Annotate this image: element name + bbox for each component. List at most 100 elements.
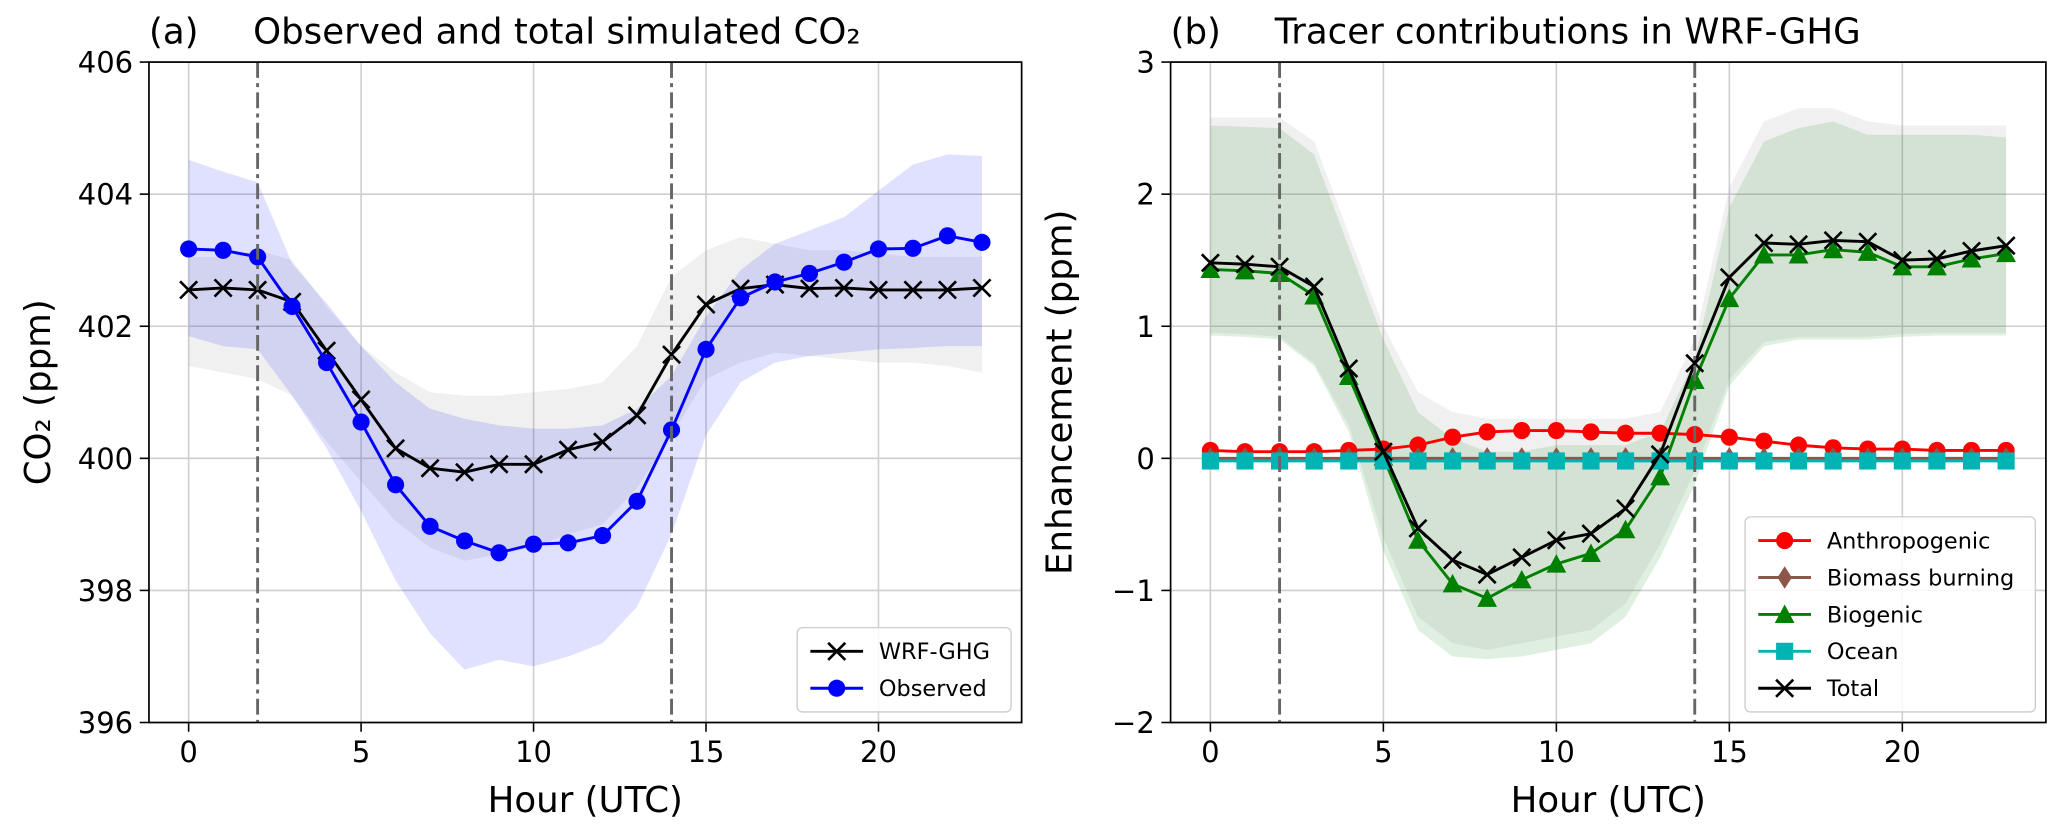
marker (351, 390, 371, 410)
marker (1685, 353, 1705, 373)
marker (1789, 436, 1808, 454)
marker (1200, 259, 1221, 279)
marker (1373, 442, 1393, 462)
marker (1824, 452, 1842, 470)
series-markers (180, 227, 991, 562)
marker (1961, 248, 1982, 268)
y-tick-label: 2 (1136, 178, 1154, 212)
y-tick-label: 404 (78, 178, 133, 212)
marker (731, 289, 750, 307)
marker (1650, 444, 1670, 464)
legend-label: Total (1826, 676, 1879, 702)
band (1210, 121, 2007, 660)
marker (387, 476, 405, 494)
marker (1546, 554, 1567, 573)
panel-label: (b) (1171, 12, 1221, 53)
marker (1235, 254, 1255, 274)
marker (1892, 256, 1913, 276)
x-tick-label: 10 (515, 735, 552, 769)
marker (214, 241, 232, 259)
series-markers (1201, 452, 2015, 470)
marker (489, 454, 509, 474)
legend-label: Ocean (1827, 639, 1899, 665)
marker (1928, 452, 1946, 470)
plot-frame (1169, 61, 2047, 724)
legend-label: Biomass burning (1827, 565, 2014, 591)
x-tick-label: 10 (1538, 735, 1575, 769)
x-tick-label: 20 (860, 735, 897, 769)
marker (1788, 245, 1809, 264)
y-tick-label: 3 (1136, 46, 1154, 80)
marker (937, 280, 957, 300)
marker (318, 354, 336, 372)
x-tick-label: 0 (179, 735, 197, 769)
legend-label: Biogenic (1827, 602, 1923, 628)
marker (1340, 452, 1358, 470)
marker (868, 280, 888, 300)
legend-marker (1776, 532, 1794, 550)
marker (1236, 452, 1254, 470)
marker (1478, 452, 1496, 470)
marker (1513, 422, 1531, 440)
marker (835, 253, 853, 271)
band (188, 154, 982, 670)
marker (1581, 524, 1601, 544)
marker (1789, 452, 1808, 470)
marker (628, 492, 646, 510)
legend-box (796, 626, 1012, 713)
marker (1409, 452, 1427, 470)
y-tick-label: 402 (78, 310, 133, 344)
y-tick-label: −1 (1112, 574, 1155, 608)
y-tick-label: −2 (1112, 706, 1155, 740)
marker (1720, 452, 1738, 470)
marker (1616, 499, 1636, 519)
marker (662, 345, 682, 365)
marker (1858, 232, 1878, 252)
marker (524, 454, 544, 474)
marker (1996, 243, 2017, 263)
marker (1754, 233, 1774, 253)
chart-title: Observed and total simulated CO₂ (253, 12, 861, 53)
x-tick-label: 20 (1884, 735, 1921, 769)
marker (1581, 543, 1601, 563)
marker (766, 273, 784, 291)
marker (455, 462, 475, 482)
y-axis-label: Enhancement (ppm) (1040, 210, 1081, 575)
marker (593, 527, 612, 545)
legend-marker (1775, 678, 1795, 698)
legend-label: WRF-GHG (879, 639, 990, 665)
y-tick-label: 406 (78, 46, 133, 80)
marker (1547, 452, 1565, 470)
series-line (1210, 238, 2007, 577)
marker (1651, 452, 1669, 470)
marker (904, 239, 922, 257)
marker (1408, 518, 1428, 538)
marker (1962, 241, 1982, 261)
x-tick-label: 15 (1711, 735, 1748, 769)
marker (1443, 452, 1462, 470)
marker (1893, 452, 1911, 470)
marker (1755, 432, 1773, 450)
y-tick-label: 396 (78, 706, 133, 740)
marker (938, 227, 957, 245)
marker (627, 405, 647, 425)
marker (1823, 239, 1844, 259)
marker (1477, 565, 1497, 585)
marker (1616, 452, 1635, 470)
marker (1651, 424, 1669, 442)
marker (1615, 519, 1636, 539)
marker (972, 278, 992, 298)
marker (1720, 428, 1738, 446)
y-tick-label: 1 (1136, 310, 1154, 344)
marker (1443, 550, 1463, 570)
y-tick-label: 400 (78, 442, 133, 476)
marker (1546, 530, 1566, 550)
marker (1962, 452, 1981, 470)
marker (1513, 452, 1531, 470)
marker (213, 278, 233, 298)
y-tick-label: 0 (1136, 442, 1154, 476)
marker (1304, 277, 1324, 297)
band (188, 237, 982, 561)
marker (593, 432, 613, 452)
